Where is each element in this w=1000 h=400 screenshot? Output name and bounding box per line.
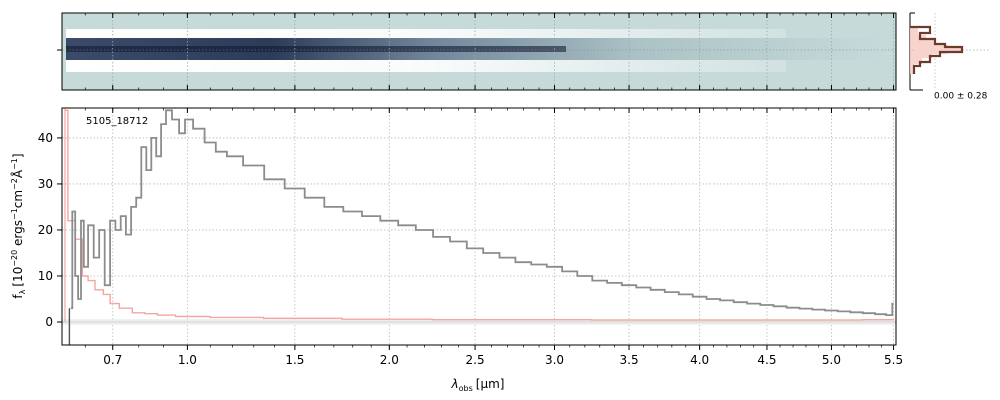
1d-xticks: 0.7 1.0 1.5 2.0 2.5 3.0 3.5 4.0 4.5 5.0 5.5: [84, 108, 903, 367]
ytick-label-0: 0: [45, 315, 53, 329]
2d-xticks: [84, 13, 895, 90]
xtick-label-4: 2.5: [466, 353, 485, 367]
xtick-label-3: 2.0: [380, 353, 399, 367]
series-lines: [64, 108, 894, 345]
xtick-label-10: 5.5: [884, 353, 903, 367]
2d-trace-halo-upper: [66, 29, 786, 39]
1d-frame: [61, 107, 897, 346]
ytick-label-4: 40: [38, 131, 53, 145]
2d-trace-center: [66, 46, 566, 52]
2d-frame: [61, 12, 897, 91]
series-error: [65, 109, 894, 321]
xtick-label-9: 5.0: [822, 353, 841, 367]
2d-spectrum-panel: [57, 12, 897, 91]
profile-panel: 0.00 ± 0.28: [909, 12, 990, 102]
xtick-label-8: 4.5: [757, 353, 776, 367]
2d-grid: [62, 13, 896, 90]
1d-background: [62, 108, 896, 345]
ytick-label-1: 10: [38, 269, 53, 283]
xtick-label-1: 1.0: [178, 353, 197, 367]
profile-line: [910, 25, 964, 74]
1d-spectrum-panel: 0.7 1.0 1.5 2.0 2.5 3.0 3.5 4.0 4.5 5.0 5.5 0 10 20 3…: [10, 107, 903, 393]
x-axis-label: λobs [μm]: [451, 377, 505, 393]
profile-annotation: 0.00 ± 0.28: [934, 92, 988, 102]
1d-yticks: 0 10 20 30 40: [38, 131, 62, 329]
xtick-label-6: 3.5: [620, 353, 639, 367]
xtick-label-2: 1.5: [285, 353, 304, 367]
y-axis-label: fλ[10−20 ergs−1cm−2Å−1]: [10, 153, 27, 298]
2d-trace-halo-lower: [66, 60, 786, 72]
xtick-label-5: 3.0: [545, 353, 564, 367]
xtick-label-0: 0.7: [103, 353, 122, 367]
xtick-label-7: 4.0: [690, 353, 709, 367]
zero-band: [62, 319, 896, 325]
ytick-label-2: 20: [38, 223, 53, 237]
ytick-label-3: 30: [38, 177, 53, 191]
object-label: 5105_18712: [86, 116, 148, 127]
series-flux: [70, 109, 894, 316]
